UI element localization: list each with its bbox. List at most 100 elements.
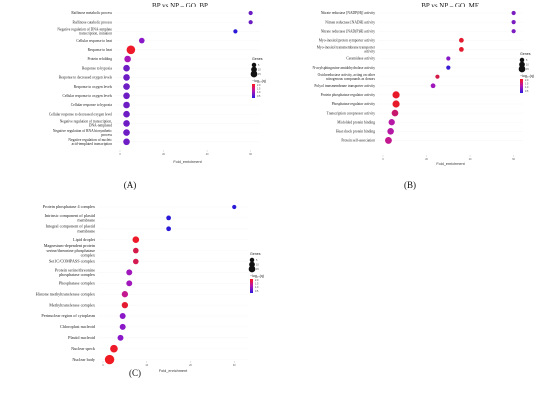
legend-size-label: 5 <box>258 64 260 67</box>
legend-color-bar <box>250 279 253 293</box>
term-label: Plastid nucleoid <box>68 335 96 340</box>
chart-title: BP vs NP – GO_MF <box>421 2 479 10</box>
legend-color-label: 0.5 <box>525 90 529 93</box>
term-label: Nitrate reductase [NADP(H)] activity <box>321 11 375 15</box>
data-point <box>121 291 129 298</box>
data-point <box>459 37 464 43</box>
legend-size-title: Genes <box>252 57 263 61</box>
data-point <box>138 37 145 44</box>
term-label: Transcription corepressor activity <box>327 111 376 115</box>
data-point <box>117 334 124 341</box>
term-row: Nitrate reductase [NADH] activity <box>325 19 523 24</box>
legend-color-bar <box>252 84 255 98</box>
legend-size-dot <box>519 57 525 63</box>
term-row: Negative regulation of nucleic acid-templ… <box>68 138 260 146</box>
data-point <box>104 354 115 365</box>
legend-color-bar <box>520 79 523 93</box>
x-axis-label: Fold_enrichment <box>159 369 188 373</box>
term-row: Myo-inositol transmembrane transporter ac… <box>317 46 523 54</box>
legend-color-label: 1.0 <box>257 91 261 94</box>
term-label: Misfolded protein binding <box>337 120 375 124</box>
panel-label: (B) <box>404 180 416 190</box>
term-label: Negative regulation of RNA biosynthetic p… <box>53 129 113 137</box>
term-row: Response to heat <box>88 45 260 55</box>
term-label: Response to heat <box>88 48 112 52</box>
term-label: Integral component of plastid membrane <box>46 224 96 234</box>
term-label: Negative regulation of transcription, DNA… <box>60 120 112 128</box>
legend-color-label: 0.5 <box>257 95 261 98</box>
term-label: Protein serine/threonine phosphatase comp… <box>55 267 96 277</box>
data-point <box>121 301 129 309</box>
term-label: Cellular response to hypoxia <box>71 103 113 107</box>
x-tick-label: 30 <box>233 364 236 367</box>
term-label: Perinuclear region of cytoplasm <box>41 313 95 318</box>
term-label: Phosphatase complex <box>59 281 96 286</box>
term-row: Heat shock protein binding <box>336 127 523 135</box>
x-tick-label: 0 <box>382 158 384 161</box>
data-point <box>511 10 516 16</box>
term-label: Protein self-association <box>341 139 375 143</box>
legend-size-label: 15 <box>258 73 261 76</box>
data-point <box>123 92 130 100</box>
x-tick-label: 20 <box>425 158 428 161</box>
x-tick-label: 40 <box>206 153 209 156</box>
panel-label: (C) <box>129 368 141 378</box>
legend-color-label: 1.5 <box>255 283 259 286</box>
term-label: Polyol transmembrane transporter activit… <box>314 84 375 88</box>
data-point <box>511 29 516 34</box>
panel-a: (A) BP vs NP – GO_BP 0 20 40 60 Fold_enrichmen… <box>49 2 266 190</box>
term-row: Polyol transmembrane transporter activit… <box>314 83 523 89</box>
panel-c: (C)BP vs NP – GO_CC0102030Fold_enrichmen… <box>36 200 264 378</box>
data-point <box>387 127 394 135</box>
term-row: Raffinose metabolic process <box>71 10 260 16</box>
legend-size-title: Genes <box>520 52 531 56</box>
term-row: Transcription corepressor activity <box>327 109 523 117</box>
legend-size-dot <box>249 257 255 263</box>
term-label: Cellular response to oxygen levels <box>62 94 112 98</box>
legend-size-label: 5 <box>256 259 258 262</box>
term-row: Negative regulation of DNA-template trans… <box>57 28 260 37</box>
data-point <box>119 323 126 330</box>
data-point <box>459 47 464 52</box>
chart-title: BP vs NP – GO_BP <box>152 2 208 10</box>
term-row: Cellular response to oxygen levels <box>62 92 260 100</box>
legend-size-dot <box>519 61 525 68</box>
x-axis-label: Fold_enrichment <box>173 160 202 164</box>
term-row: Chloroplast nucleoid <box>60 323 248 330</box>
data-point <box>123 110 130 118</box>
term-label: Protein refolding <box>88 57 113 61</box>
data-point <box>435 74 440 79</box>
term-row: Oxidoreductase activity, acting on other… <box>318 73 523 81</box>
term-row: Raffinose catabolic process <box>73 20 260 24</box>
term-label: Ceramidase activity <box>346 57 375 61</box>
legend-size-title: Genes <box>250 252 261 256</box>
data-point <box>446 65 451 70</box>
data-point <box>166 226 171 232</box>
data-point <box>248 10 253 16</box>
term-row: Protein phosphatase 4 complex <box>43 204 248 209</box>
x-tick-label: 0 <box>119 153 121 156</box>
data-point <box>123 74 130 81</box>
legend-size-dot <box>518 65 526 73</box>
legend-size-label: 5 <box>526 59 528 62</box>
term-row: Protein phosphatase regulator activity <box>321 91 523 99</box>
term-row: Protein refolding <box>88 55 260 63</box>
term-label: Myo-inositol transmembrane transporter ac… <box>317 46 376 54</box>
data-point <box>123 129 130 136</box>
legend-color-label: 1.5 <box>525 83 529 86</box>
term-label: Negative regulation of DNA-template trans… <box>57 28 112 37</box>
legend-color-label: 2.0 <box>255 279 259 282</box>
legend-size-dot <box>248 265 256 273</box>
data-point <box>132 236 140 244</box>
term-row: Response to decreased oxygen levels <box>59 74 260 81</box>
term-label: Raffinose metabolic process <box>71 11 112 15</box>
term-label: Protein phosphatase 4 complex <box>43 204 96 209</box>
legend-color-title: −log₁₀(q) <box>252 79 266 83</box>
x-tick-label: 0 <box>102 364 104 367</box>
plot-area <box>378 7 523 157</box>
term-row: Ceramidase activity <box>346 56 523 61</box>
term-row: Cellular response to heat <box>76 37 260 44</box>
term-label: Heat shock protein binding <box>336 130 375 134</box>
panel-b: (B) BP vs NP – GO_MF 0 20 40 60 Fold_enrichmen… <box>313 2 534 190</box>
